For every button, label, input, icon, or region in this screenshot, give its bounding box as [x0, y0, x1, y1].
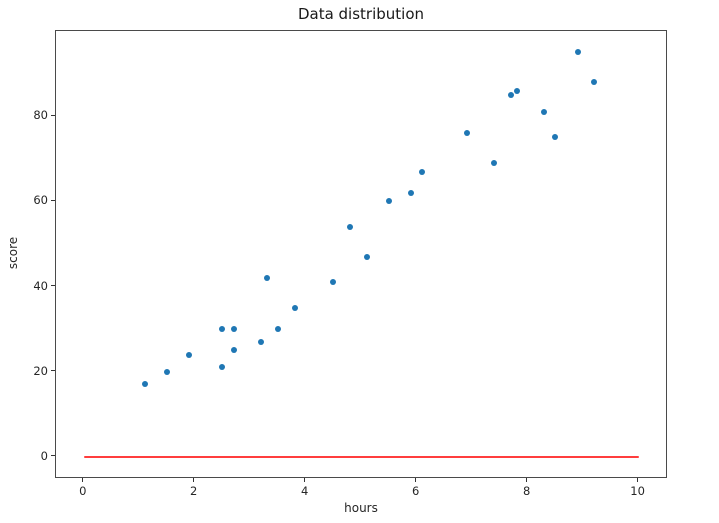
data-point [552, 134, 559, 141]
x-tick-label: 8 [522, 484, 531, 498]
baseline-line [83, 455, 639, 459]
y-tick-mark [51, 285, 55, 286]
data-point [591, 79, 598, 86]
x-tick-mark [193, 478, 195, 482]
x-axis-label: hours [344, 501, 378, 515]
data-point [507, 91, 514, 98]
y-tick-mark [51, 114, 55, 116]
data-point [491, 160, 498, 166]
x-tick-mark [526, 478, 528, 482]
data-point [219, 326, 226, 333]
x-tick-label: 2 [190, 484, 198, 498]
x-tick-mark [415, 478, 417, 482]
y-tick-label: 60 [33, 193, 48, 208]
y-tick-label: 40 [33, 278, 48, 293]
x-tick-label: 4 [301, 484, 309, 498]
data-point [230, 326, 237, 333]
data-point [186, 351, 193, 358]
data-point [258, 338, 265, 345]
data-point [385, 198, 392, 205]
y-axis-label: score [6, 236, 20, 270]
x-tick-label: 0 [79, 484, 87, 498]
y-tick-mark [51, 455, 55, 457]
y-tick-mark [51, 370, 55, 372]
data-point [291, 304, 298, 311]
chart-title: Data distribution [297, 5, 425, 23]
data-point [163, 368, 170, 375]
y-tick-label: 80 [33, 108, 48, 123]
y-tick-label: 0 [40, 448, 48, 463]
data-point [330, 279, 337, 286]
x-tick-label: 10 [630, 484, 645, 498]
y-tick-mark [51, 199, 55, 201]
x-tick-mark [304, 478, 306, 482]
data-point [347, 223, 354, 230]
data-point [574, 49, 581, 56]
x-tick-mark [82, 478, 84, 482]
x-tick-label: 6 [411, 484, 420, 498]
data-point [141, 381, 148, 388]
y-tick-label: 20 [33, 363, 48, 378]
data-point [219, 364, 226, 371]
data-point [263, 274, 270, 281]
data-point [419, 168, 426, 175]
data-point [463, 130, 470, 137]
data-point [513, 87, 520, 94]
data-point [408, 189, 415, 196]
x-tick-mark [637, 478, 639, 482]
plot-area [55, 30, 667, 478]
data-point [363, 253, 370, 260]
data-point [541, 108, 548, 115]
data-point [230, 347, 237, 354]
data-point [274, 326, 281, 333]
